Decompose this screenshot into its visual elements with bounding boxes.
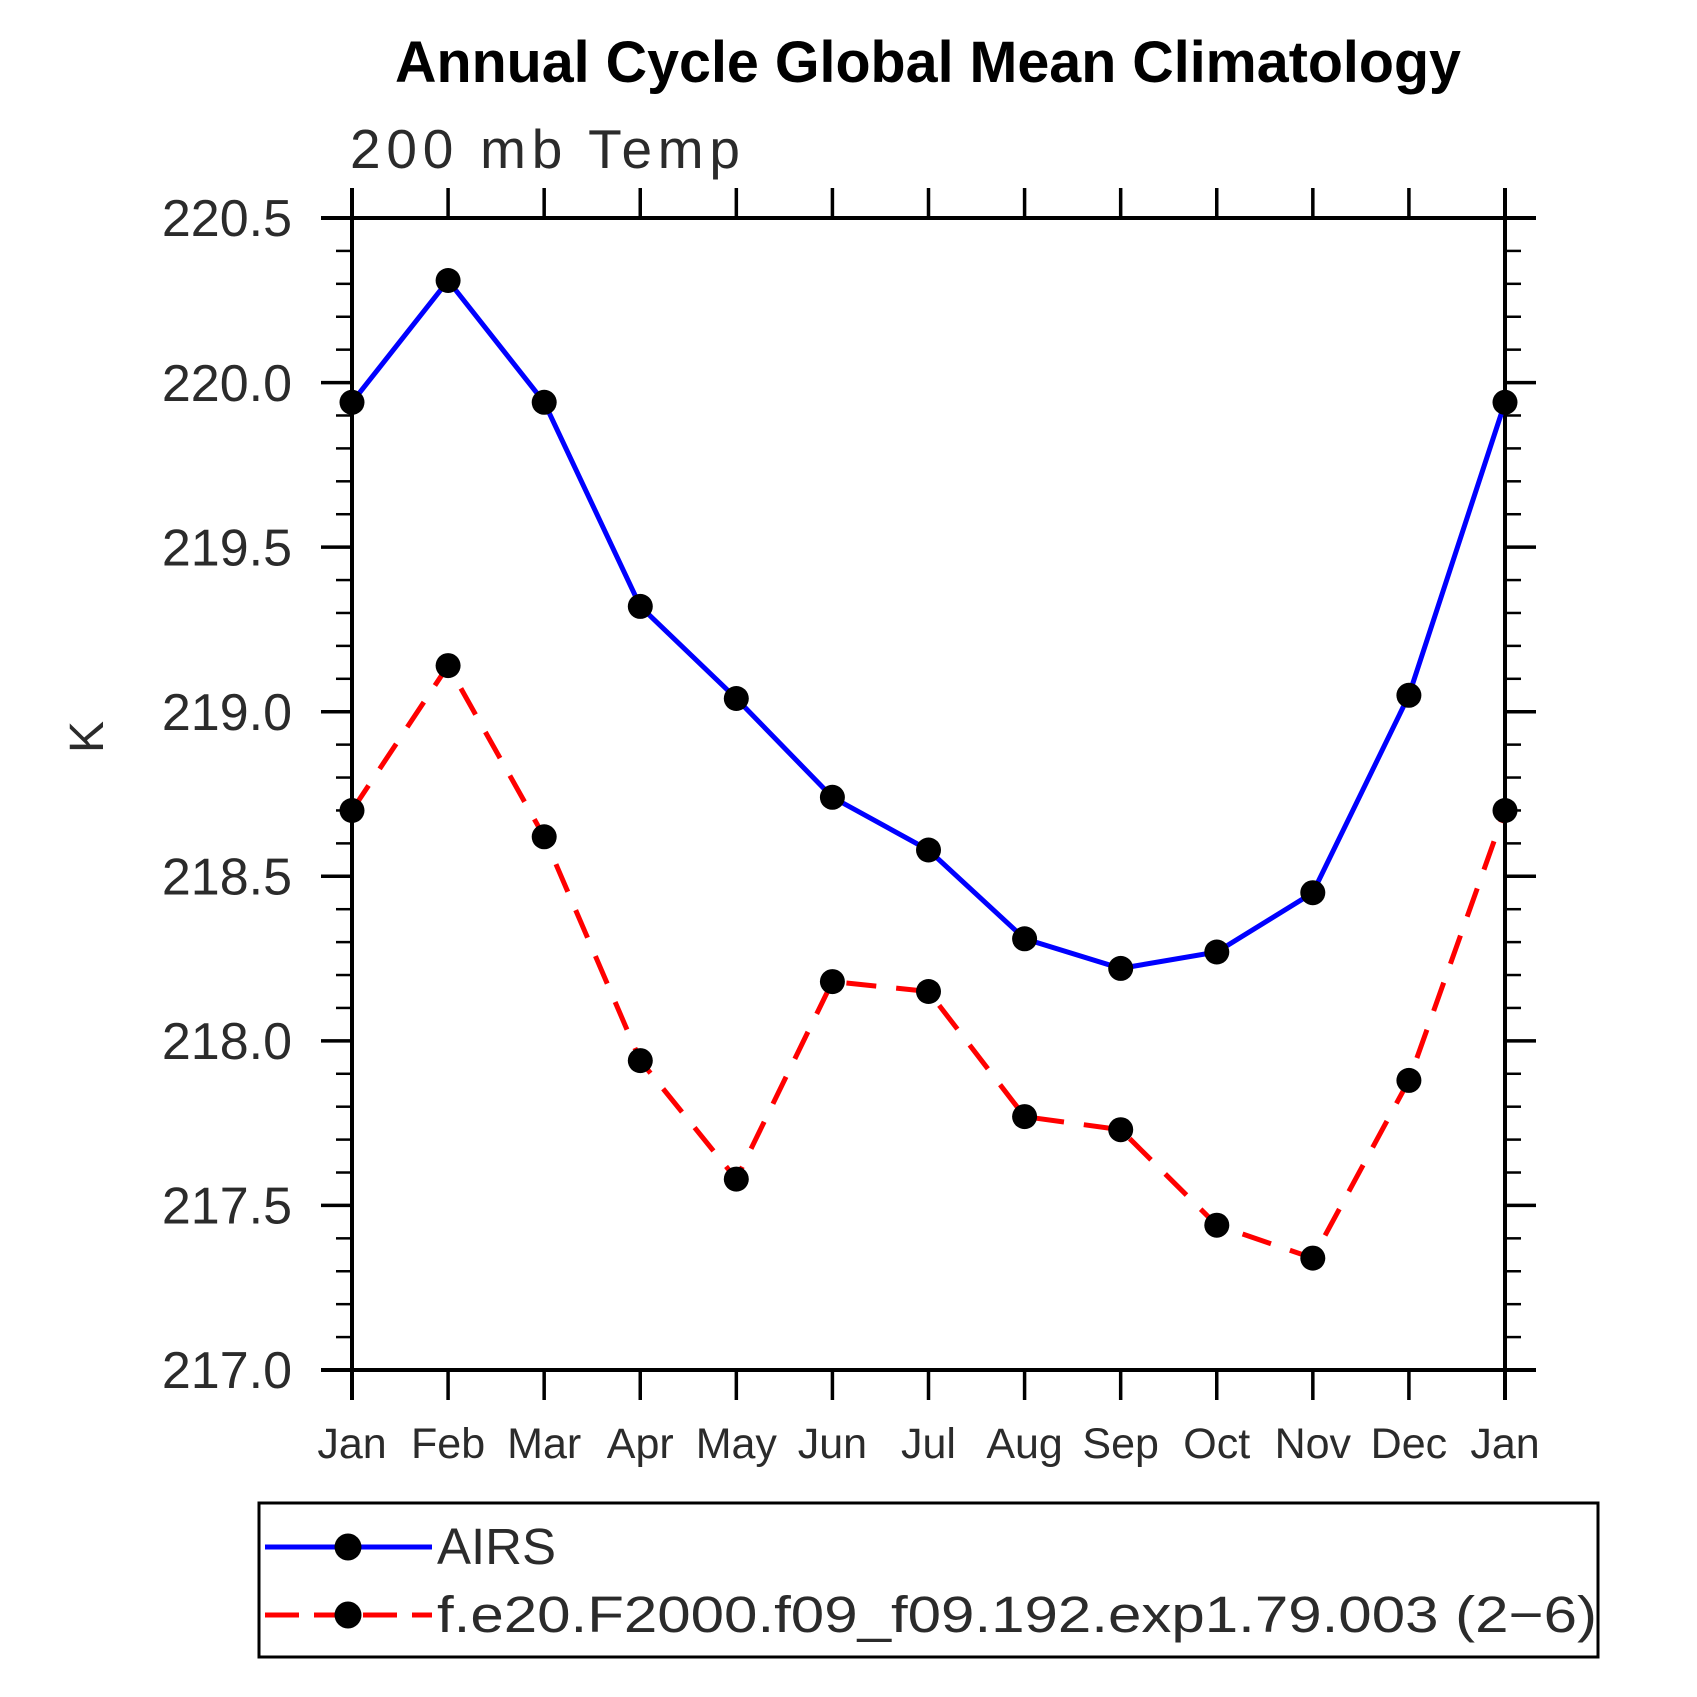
legend-box: [257, 1501, 1600, 1659]
y-tick-label: 217.5: [162, 1178, 292, 1236]
y-tick-label: 218.5: [162, 848, 292, 906]
data-point-marker: [339, 389, 365, 415]
legend-label-1: f.e20.F2000.f09_f09.192.exp1.79.003 (2−6…: [437, 1586, 1597, 1643]
legend-label-0: AIRS: [437, 1518, 556, 1575]
data-point-marker: [1396, 1067, 1422, 1093]
x-tick-label: Jul: [901, 1420, 956, 1468]
data-point-marker: [723, 686, 749, 711]
data-point-marker: [435, 653, 461, 679]
data-point-marker: [1012, 1104, 1038, 1130]
y-tick-label: 219.0: [162, 684, 292, 742]
data-point-marker: [819, 784, 845, 810]
data-point-marker: [531, 389, 557, 415]
data-point-marker: [435, 268, 461, 293]
x-tick-label: Oct: [1183, 1420, 1250, 1468]
data-point-marker: [1300, 1245, 1326, 1271]
y-tick-label: 217.0: [162, 1342, 292, 1400]
data-point-marker: [627, 593, 653, 619]
data-point-marker: [1492, 798, 1518, 823]
x-tick-label: Jan: [1470, 1420, 1539, 1468]
x-tick-label: Aug: [986, 1420, 1063, 1468]
chart-title: Annual Cycle Global Mean Climatology: [395, 30, 1461, 95]
data-point-marker: [1108, 955, 1134, 981]
data-point-marker: [1492, 389, 1518, 415]
y-tick-label: 220.0: [162, 355, 292, 413]
series-group: [339, 268, 1518, 1271]
x-tick-label: Dec: [1371, 1420, 1447, 1468]
data-point-marker: [1204, 1212, 1230, 1238]
data-point-marker: [1012, 926, 1038, 952]
x-tick-label: Apr: [607, 1420, 674, 1468]
legend-marker-0: [334, 1533, 362, 1561]
data-point-marker: [916, 837, 941, 863]
x-tick-label: Feb: [411, 1420, 485, 1468]
x-tick-label: Jan: [317, 1420, 386, 1468]
chart-subtitle: 200 mb Temp: [350, 118, 743, 180]
x-tick-label: Sep: [1082, 1420, 1159, 1468]
x-tick-label: Mar: [507, 1420, 581, 1468]
data-point-marker: [1204, 939, 1230, 965]
data-point-marker: [1300, 880, 1326, 906]
data-point-marker: [627, 1048, 653, 1074]
y-tick-label: 218.0: [162, 1013, 292, 1071]
data-point-marker: [819, 969, 845, 995]
legend-marker-1: [334, 1601, 362, 1629]
legend-group: AIRS f.e20.F2000.f09_f09.192.exp1.79.003 …: [257, 1501, 1600, 1659]
data-point-marker: [1108, 1117, 1134, 1143]
x-tick-label: May: [696, 1420, 778, 1468]
data-point-marker: [531, 824, 557, 850]
y-tick-label: 219.5: [162, 519, 292, 577]
data-point-marker: [1396, 682, 1422, 708]
data-point-marker: [916, 979, 941, 1004]
x-tick-label: Nov: [1275, 1420, 1352, 1468]
data-point-marker: [723, 1166, 749, 1192]
y-tick-label: 220.5: [162, 190, 292, 248]
x-tick-label: Jun: [798, 1420, 867, 1468]
data-point-marker: [339, 798, 365, 823]
y-axis-label: K: [61, 721, 114, 753]
